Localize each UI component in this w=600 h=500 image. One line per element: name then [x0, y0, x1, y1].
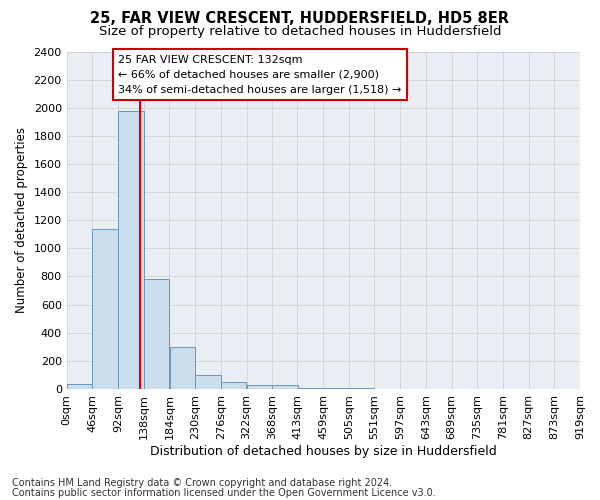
Bar [247, 384, 272, 389]
Bar [118, 110, 143, 389]
Bar [221, 382, 247, 389]
Bar [67, 384, 92, 389]
Bar [298, 388, 323, 389]
Y-axis label: Number of detached properties: Number of detached properties [15, 127, 28, 313]
Text: 25, FAR VIEW CRESCENT, HUDDERSFIELD, HD5 8ER: 25, FAR VIEW CRESCENT, HUDDERSFIELD, HD5… [91, 11, 509, 26]
Text: Size of property relative to detached houses in Huddersfield: Size of property relative to detached ho… [99, 25, 501, 38]
Bar [272, 384, 298, 389]
Bar [349, 388, 374, 389]
Bar [144, 280, 169, 389]
Bar [92, 228, 118, 389]
Bar [323, 388, 349, 389]
Text: 25 FAR VIEW CRESCENT: 132sqm
← 66% of detached houses are smaller (2,900)
34% of: 25 FAR VIEW CRESCENT: 132sqm ← 66% of de… [118, 55, 401, 94]
X-axis label: Distribution of detached houses by size in Huddersfield: Distribution of detached houses by size … [150, 444, 497, 458]
Bar [170, 347, 195, 389]
Bar [195, 375, 221, 389]
Text: Contains public sector information licensed under the Open Government Licence v3: Contains public sector information licen… [12, 488, 436, 498]
Text: Contains HM Land Registry data © Crown copyright and database right 2024.: Contains HM Land Registry data © Crown c… [12, 478, 392, 488]
